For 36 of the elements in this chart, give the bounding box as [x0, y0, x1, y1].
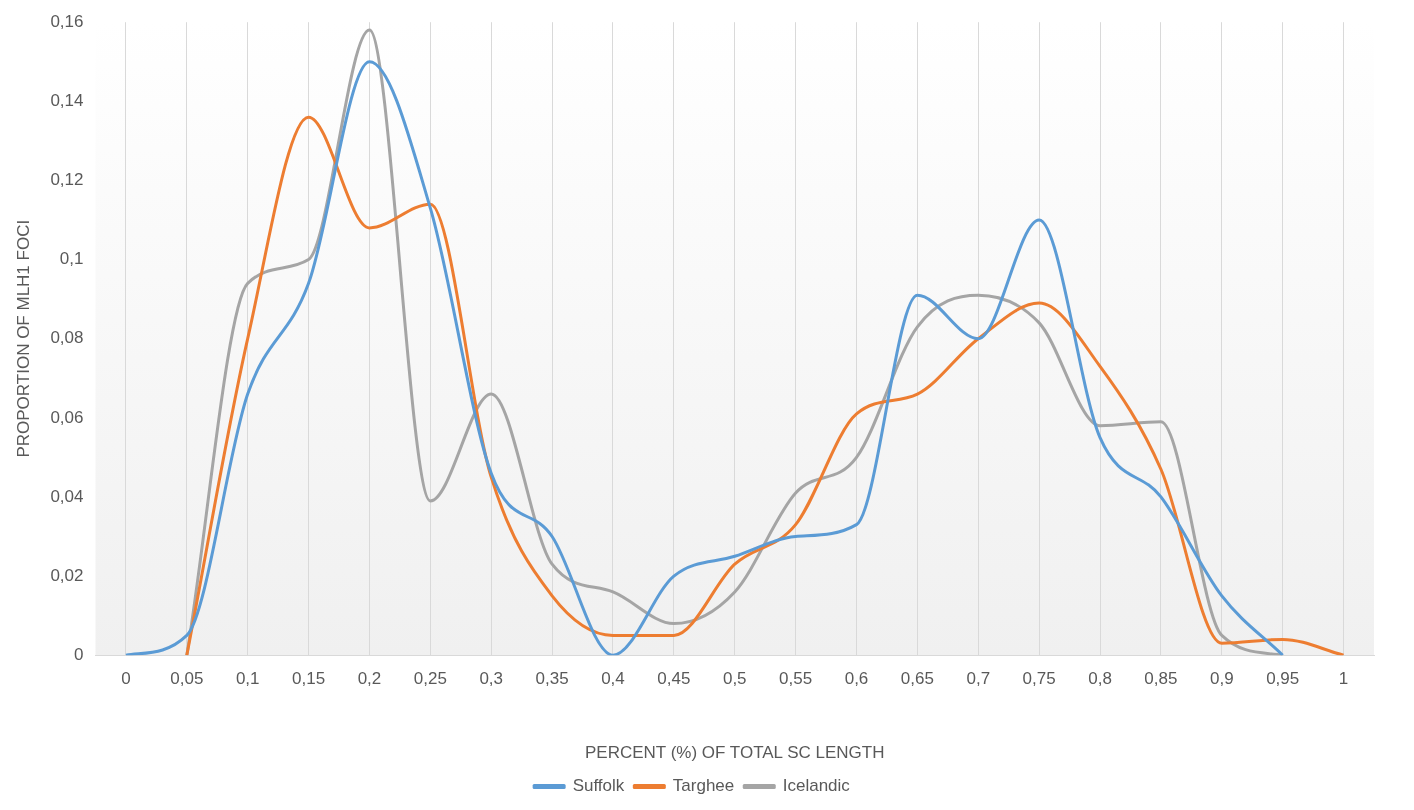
- x-tick-label: 0,55: [779, 669, 813, 689]
- x-tick-label: 0,4: [601, 669, 625, 689]
- y-tick-label: 0,04: [50, 486, 84, 506]
- legend-label: Targhee: [672, 776, 735, 796]
- x-tick-label: 0,75: [1022, 669, 1056, 689]
- x-tick-label: 0,9: [1209, 669, 1234, 689]
- y-tick-label: 0,1: [59, 249, 84, 269]
- x-tick-label: 0,8: [1088, 669, 1112, 689]
- y-tick-label: 0,06: [50, 407, 84, 427]
- y-tick-label: 0,14: [50, 91, 84, 111]
- y-tick-label: 0,08: [50, 328, 84, 348]
- line-series: [185, 115, 1346, 656]
- x-tick-label: 0,35: [535, 669, 569, 689]
- x-tick-label: 0,5: [722, 669, 747, 689]
- x-tick-label: 0,1: [235, 669, 260, 689]
- y-tick-label: 0,02: [50, 565, 84, 585]
- legend-label: Suffolk: [572, 776, 625, 796]
- y-tick-label: 0,12: [50, 170, 84, 190]
- x-tick-label: 0,6: [844, 669, 869, 689]
- x-tick-label: 1: [1338, 669, 1349, 689]
- x-tick-label: 0,7: [966, 669, 991, 689]
- x-tick-label: 0,2: [357, 669, 382, 689]
- x-tick-label: 0,45: [657, 669, 691, 689]
- x-axis-title: PERCENT (%) OF TOTAL SC LENGTH: [585, 743, 885, 763]
- x-tick-label: 0,3: [479, 669, 504, 689]
- x-tick-label: 0,95: [1266, 669, 1300, 689]
- x-tick-label: 0: [121, 669, 131, 689]
- y-axis-title: PROPORTION OF MLH1 FOCI: [13, 219, 33, 458]
- x-tick-label: 0,25: [413, 669, 447, 689]
- y-tick-label: 0,16: [50, 11, 84, 31]
- x-tick-label: 0,85: [1144, 669, 1178, 689]
- x-tick-label: 0,65: [900, 669, 934, 689]
- y-tick-label: 0: [74, 644, 84, 664]
- legend-label: Icelandic: [782, 776, 851, 796]
- x-tick-label: 0,05: [170, 669, 204, 689]
- x-tick-label: 0,15: [292, 669, 326, 689]
